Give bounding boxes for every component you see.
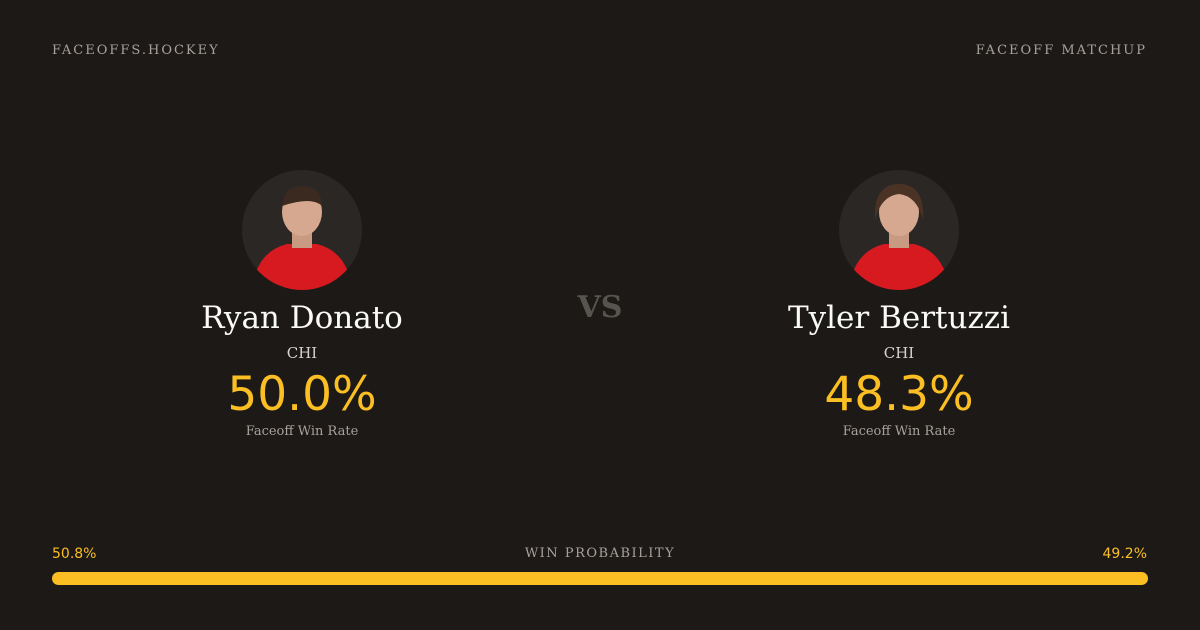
header-label: FACEOFF MATCHUP bbox=[975, 43, 1147, 58]
avatar bbox=[242, 170, 362, 290]
player-name: Tyler Bertuzzi bbox=[787, 300, 1011, 336]
right-probability: 49.2% bbox=[1102, 546, 1147, 562]
bar-segment bbox=[608, 572, 1148, 585]
site-name: FACEOFFS.HOCKEY bbox=[52, 43, 220, 58]
win-rate: 50.0% bbox=[227, 367, 377, 422]
player-left: Ryan Donato CHI 50.0% Faceoff Win Rate bbox=[92, 170, 512, 439]
probability-bar bbox=[52, 572, 1148, 585]
player-name: Ryan Donato bbox=[201, 300, 403, 336]
vs: VS bbox=[577, 290, 623, 325]
probability-title: WIN PROBABILITY bbox=[524, 546, 676, 561]
win-rate-label: Faceoff Win Rate bbox=[245, 424, 359, 439]
win-rate: 48.3% bbox=[824, 367, 974, 422]
player-right: Tyler Bertuzzi CHI 48.3% Faceoff Win Rat… bbox=[689, 170, 1109, 439]
bar-segment bbox=[52, 572, 609, 585]
avatar bbox=[839, 170, 959, 290]
left-probability: 50.8% bbox=[52, 546, 97, 562]
win-rate-label: Faceoff Win Rate bbox=[842, 424, 956, 439]
team: CHI bbox=[883, 344, 915, 362]
team: CHI bbox=[286, 344, 318, 362]
